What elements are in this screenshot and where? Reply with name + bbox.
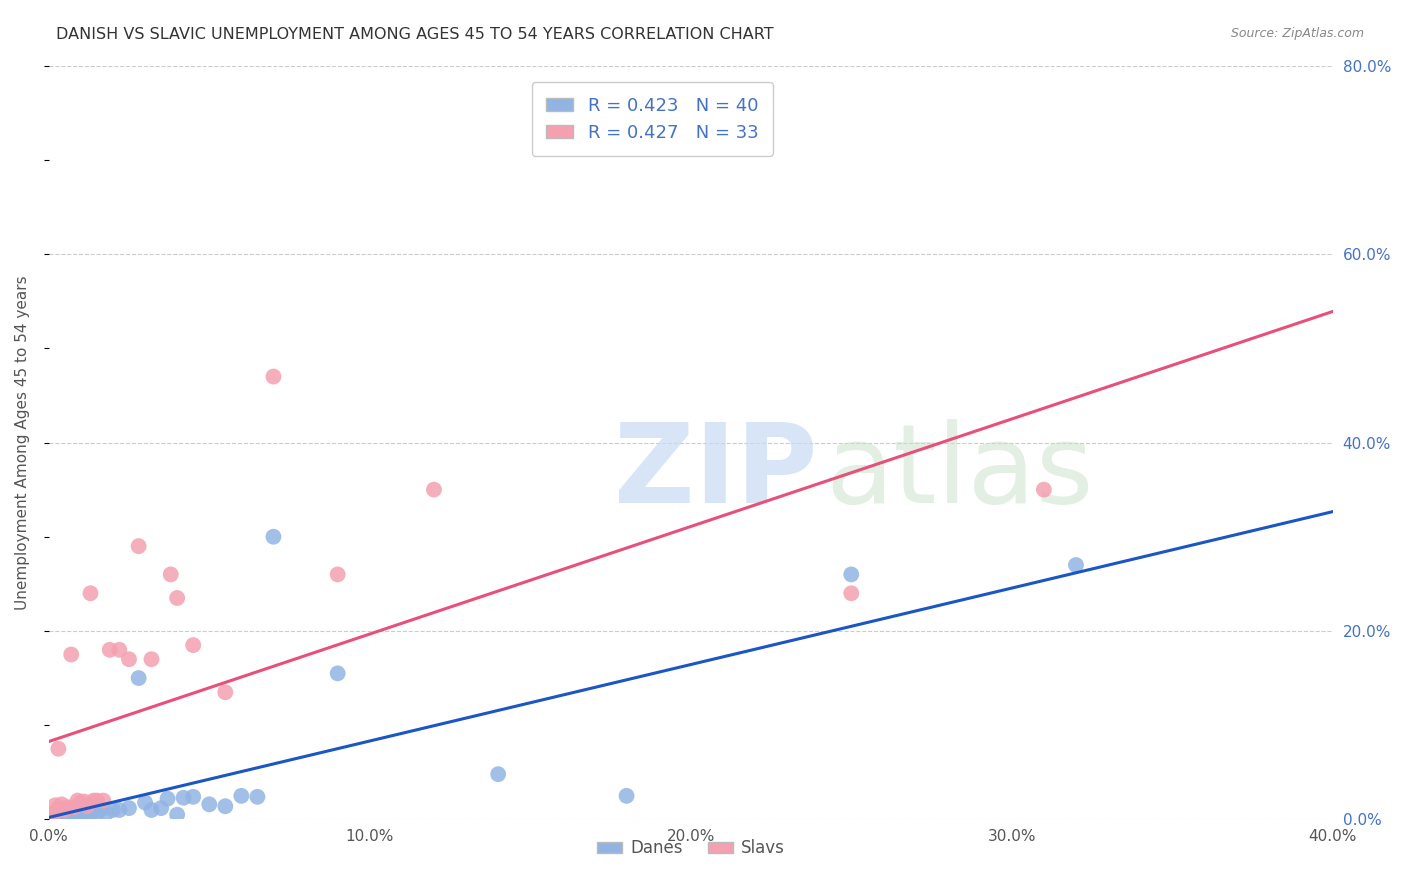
Point: [86, 793, 108, 807]
Point: [326, 666, 349, 681]
Point: [166, 591, 188, 605]
Point: [44, 809, 66, 823]
Point: [118, 652, 141, 666]
Point: [262, 369, 284, 384]
Point: [839, 586, 862, 600]
Point: [128, 539, 150, 553]
Point: [41, 807, 63, 822]
Text: atlas: atlas: [825, 419, 1094, 526]
Point: [166, 807, 188, 822]
Point: [214, 799, 236, 814]
Point: [118, 801, 141, 815]
Point: [141, 803, 163, 817]
Point: [86, 805, 108, 820]
Point: [231, 789, 253, 803]
Point: [60, 806, 83, 821]
Point: [48, 808, 70, 822]
Point: [181, 638, 204, 652]
Point: [246, 789, 269, 804]
Point: [486, 767, 509, 781]
Point: [326, 567, 349, 582]
Point: [101, 803, 124, 817]
Point: [70, 796, 93, 810]
Point: [150, 801, 173, 815]
Point: [616, 789, 638, 803]
Point: [48, 801, 70, 815]
Point: [66, 793, 89, 807]
Point: [159, 567, 181, 582]
Point: [214, 685, 236, 699]
Point: [98, 642, 121, 657]
Point: [76, 799, 98, 814]
Point: [198, 797, 221, 812]
Point: [53, 809, 76, 823]
Point: [156, 791, 179, 805]
Point: [41, 807, 63, 822]
Point: [134, 796, 156, 810]
Point: [262, 530, 284, 544]
Point: [63, 800, 86, 814]
Point: [44, 805, 66, 819]
Point: [44, 798, 66, 813]
Point: [83, 793, 105, 807]
Point: [51, 797, 73, 812]
Point: [76, 807, 98, 822]
Legend: Danes, Slavs: Danes, Slavs: [591, 832, 792, 863]
Point: [56, 808, 79, 822]
Point: [141, 652, 163, 666]
Point: [73, 809, 96, 823]
Point: [70, 808, 93, 822]
Point: [108, 642, 131, 657]
Point: [1032, 483, 1054, 497]
Text: ZIP: ZIP: [614, 419, 817, 526]
Point: [48, 806, 70, 821]
Point: [423, 483, 446, 497]
Point: [79, 806, 101, 821]
Point: [128, 671, 150, 685]
Point: [60, 807, 83, 822]
Point: [91, 793, 114, 807]
Point: [1064, 558, 1087, 572]
Point: [53, 801, 76, 815]
Text: DANISH VS SLAVIC UNEMPLOYMENT AMONG AGES 45 TO 54 YEARS CORRELATION CHART: DANISH VS SLAVIC UNEMPLOYMENT AMONG AGES…: [56, 27, 773, 42]
Point: [48, 741, 70, 756]
Point: [89, 803, 111, 817]
Point: [73, 795, 96, 809]
Point: [53, 803, 76, 817]
Point: [79, 586, 101, 600]
Point: [60, 648, 83, 662]
Point: [63, 805, 86, 819]
Point: [53, 805, 76, 820]
Point: [51, 807, 73, 822]
Point: [173, 790, 195, 805]
Point: [96, 805, 118, 820]
Point: [839, 567, 862, 582]
Point: [181, 789, 204, 804]
Point: [70, 806, 93, 821]
Y-axis label: Unemployment Among Ages 45 to 54 years: Unemployment Among Ages 45 to 54 years: [15, 276, 30, 610]
Text: Source: ZipAtlas.com: Source: ZipAtlas.com: [1230, 27, 1364, 40]
Point: [108, 803, 131, 817]
Point: [56, 800, 79, 814]
